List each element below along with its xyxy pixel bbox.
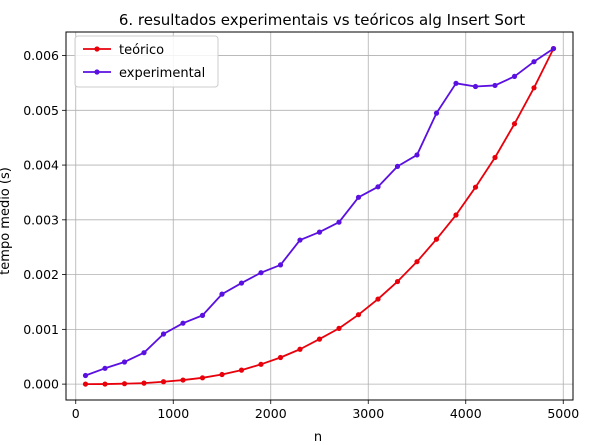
legend: teórico experimental — [74, 35, 219, 88]
data-point-teorico — [414, 259, 420, 265]
x-tick-label: 0 — [72, 406, 80, 421]
data-point-teorico — [219, 371, 225, 378]
ticks: 0 1000 2000 3000 4000 5000 0.000 0.001 0.002 0.00… — [23, 48, 579, 421]
legend-marker-teorico — [94, 46, 100, 52]
data-point-teorico — [141, 380, 147, 386]
y-axis-label: tempo medio (s) — [0, 167, 13, 275]
data-point-experimental — [316, 229, 323, 235]
data-point-experimental — [472, 83, 479, 90]
data-point-experimental — [277, 262, 284, 268]
data-point-experimental — [414, 152, 420, 158]
data-point-teorico — [258, 361, 264, 367]
legend-label-experimental: experimental — [119, 66, 205, 81]
data-point-teorico — [394, 278, 401, 285]
x-tick-label: 1000 — [157, 406, 189, 421]
data-point-teorico — [297, 346, 303, 352]
data-point-teorico — [453, 212, 459, 218]
data-point-experimental — [550, 45, 557, 52]
x-axis-label: n — [314, 430, 322, 445]
data-point-teorico — [355, 312, 362, 318]
x-tick-label: 4000 — [450, 406, 482, 421]
y-tick-label: 0.004 — [23, 158, 59, 173]
data-point-experimental — [336, 219, 342, 225]
y-tick-label: 0.006 — [23, 48, 59, 63]
data-point-teorico — [511, 121, 518, 127]
data-point-teorico — [316, 336, 323, 342]
data-point-teorico — [492, 154, 498, 161]
y-tick-label: 0.002 — [23, 267, 59, 282]
legend-marker-experimental — [94, 69, 100, 75]
data-point-teorico — [121, 381, 128, 387]
data-point-experimental — [141, 350, 147, 356]
data-point-experimental — [258, 270, 264, 276]
legend-label-teorico: teórico — [119, 43, 164, 58]
data-point-experimental — [297, 237, 303, 243]
data-point-teorico — [433, 236, 440, 242]
data-point-experimental — [238, 280, 245, 286]
x-tick-label: 2000 — [255, 406, 287, 421]
data-point-experimental — [180, 320, 186, 326]
x-tick-label: 5000 — [547, 406, 579, 421]
y-tick-label: 0.001 — [23, 322, 59, 337]
plot-area — [82, 45, 557, 387]
data-point-experimental — [82, 372, 89, 379]
data-point-teorico — [199, 375, 206, 381]
data-point-experimental — [492, 82, 498, 89]
data-point-experimental — [394, 163, 401, 169]
data-point-experimental — [102, 365, 108, 371]
data-point-teorico — [472, 184, 479, 190]
data-point-teorico — [277, 354, 284, 361]
data-point-teorico — [82, 381, 89, 387]
data-point-teorico — [336, 325, 342, 331]
data-point-experimental — [531, 59, 537, 65]
axes-frame — [65, 31, 574, 401]
data-point-experimental — [219, 291, 225, 297]
data-point-experimental — [375, 184, 381, 190]
data-point-teorico — [238, 367, 245, 373]
data-point-experimental — [355, 194, 362, 200]
data-point-experimental — [199, 312, 206, 318]
y-tick-label: 0.000 — [23, 377, 59, 392]
data-point-teorico — [375, 296, 381, 302]
y-tick-label: 0.003 — [23, 212, 59, 227]
data-point-teorico — [531, 85, 537, 91]
data-point-experimental — [511, 73, 518, 80]
data-point-experimental — [121, 359, 128, 365]
y-tick-label: 0.005 — [23, 103, 59, 118]
chart-title: 6. resultados experimentais vs teóricos … — [119, 11, 525, 29]
x-tick-label: 3000 — [352, 406, 384, 421]
data-point-teorico — [160, 379, 167, 385]
grid — [66, 32, 573, 400]
data-point-teorico — [180, 377, 186, 383]
data-point-experimental — [160, 331, 167, 337]
data-point-experimental — [453, 80, 459, 86]
data-point-teorico — [102, 381, 108, 387]
data-point-experimental — [433, 110, 440, 116]
